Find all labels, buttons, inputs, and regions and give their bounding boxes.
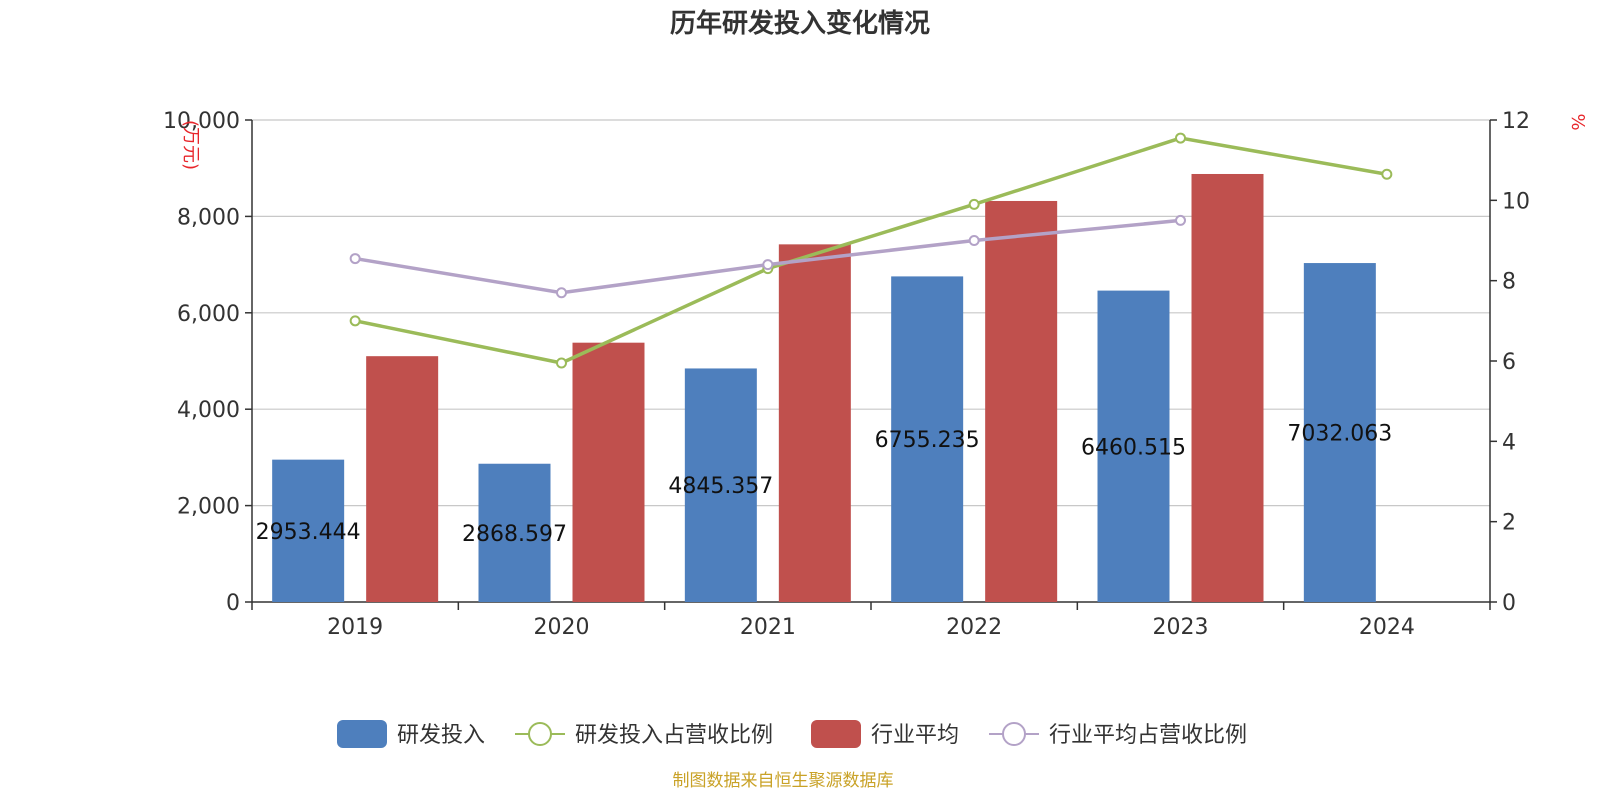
data-label: 2953.444 <box>256 520 361 545</box>
line-point <box>556 287 567 299</box>
line-point <box>556 357 567 369</box>
bar-rd-2019 <box>272 459 345 602</box>
bar-industry-2022 <box>985 200 1058 602</box>
x-axis-tick-label: 2021 <box>740 615 796 640</box>
left-axis-tick-label: 10,000 <box>163 109 240 134</box>
axes: 0 2,000 4,000 6,000 8,000 10,000 0 2 4 6 8 10 12 2019… <box>163 109 1530 640</box>
legend-label: 研发投入占营收比例 <box>575 723 773 748</box>
grid <box>252 119 1490 507</box>
right-axis-tick-label: 2 <box>1502 511 1516 536</box>
legend-swatch-bar <box>337 720 387 748</box>
bar-rd-2022 <box>891 276 964 602</box>
right-axis-tick-label: 12 <box>1502 109 1530 134</box>
legend-label: 行业平均占营收比例 <box>1049 723 1247 748</box>
left-axis-tick-label: 0 <box>226 591 240 616</box>
line-point <box>968 235 980 246</box>
legend-label: 研发投入 <box>397 723 485 748</box>
bar-industry-2020 <box>572 342 645 602</box>
x-axis-tick-label: 2020 <box>534 615 590 640</box>
line-point <box>1175 132 1186 144</box>
left-axis-tick-label: 4,000 <box>177 398 240 423</box>
bar-rd-2020 <box>478 463 551 602</box>
bar-rd-2021 <box>684 368 757 602</box>
right-axis-tick-label: 0 <box>1502 591 1516 616</box>
data-label: 2868.597 <box>462 522 567 547</box>
line-series-1 <box>354 136 1388 365</box>
data-label: 6460.515 <box>1081 435 1186 460</box>
bar-rd-2023 <box>1097 290 1170 602</box>
right-axis-tick-label: 10 <box>1502 189 1530 214</box>
bar-industry-2023 <box>1191 173 1264 602</box>
x-axis-tick-label: 2019 <box>327 615 383 640</box>
data-label: 7032.063 <box>1287 422 1392 447</box>
x-axis-tick-label: 2024 <box>1359 615 1415 640</box>
bar-industry-2019 <box>366 356 439 602</box>
bar-rd-2024 <box>1303 263 1376 602</box>
right-axis-tick-label: 4 <box>1502 430 1516 455</box>
bar-industry-2021 <box>778 244 851 602</box>
right-axis-tick-label: 6 <box>1502 350 1516 375</box>
chart-title: 历年研发投入变化情况 <box>670 8 930 39</box>
line-point <box>968 198 980 210</box>
footer-source: 制图数据来自恒生聚源数据库 <box>673 771 894 791</box>
left-axis-unit: (万元) <box>180 120 201 170</box>
legend-label: 行业平均 <box>871 723 959 748</box>
left-axis-tick-label: 8,000 <box>177 205 240 230</box>
right-axis-unit: % <box>1567 113 1588 130</box>
left-axis-tick-label: 2,000 <box>177 495 240 520</box>
legend-swatch-marker <box>528 722 552 746</box>
line-point <box>1381 168 1393 180</box>
data-label: 6755.235 <box>875 428 980 453</box>
left-axis-tick-label: 6,000 <box>177 302 240 327</box>
line-point <box>349 315 361 327</box>
line-point <box>1175 214 1186 226</box>
line-point <box>349 253 361 265</box>
bars <box>272 173 1376 602</box>
data-label: 4845.357 <box>668 474 773 499</box>
legend-swatch-bar <box>811 720 861 748</box>
line-point <box>762 259 774 271</box>
x-axis-tick-label: 2022 <box>946 615 1002 640</box>
right-axis-tick-label: 8 <box>1502 270 1516 295</box>
x-axis-tick-label: 2023 <box>1153 615 1209 640</box>
legend: 研发投入 研发投入占营收比例 行业平均 行业平均占营收比例 <box>337 720 1247 748</box>
lines <box>349 132 1393 369</box>
data-labels: 2953.444 2868.597 4845.357 6755.235 6460.515… <box>256 422 1393 547</box>
legend-swatch-marker <box>1002 722 1026 746</box>
